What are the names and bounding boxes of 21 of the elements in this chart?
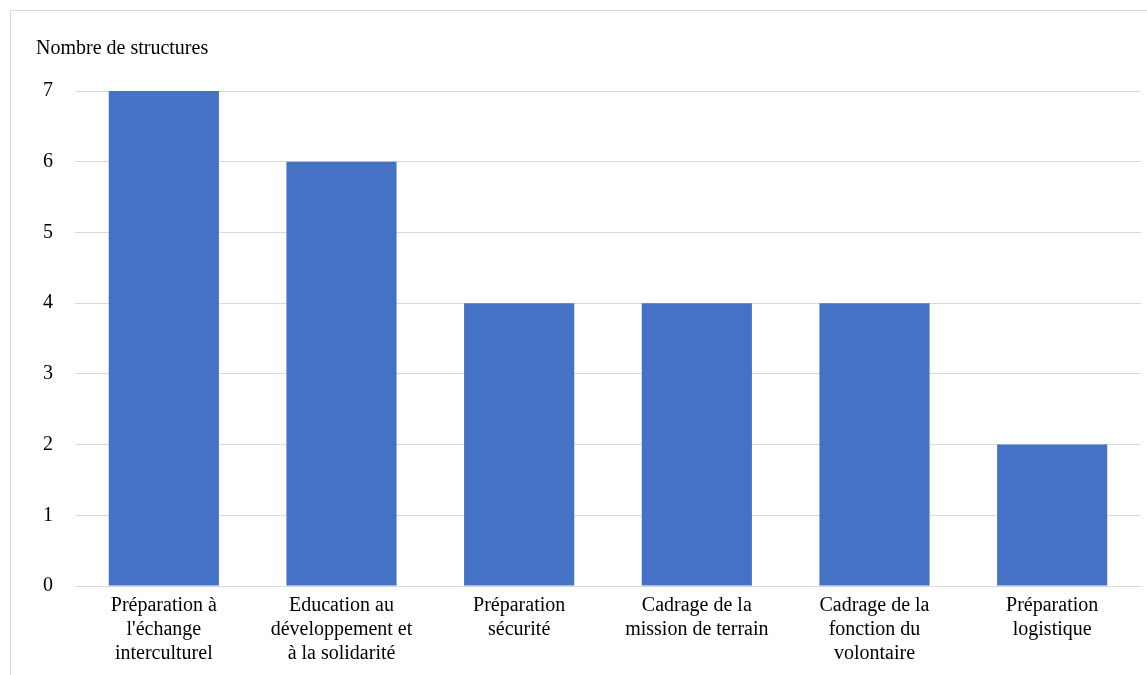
bar xyxy=(464,303,575,586)
bar xyxy=(819,303,930,586)
x-tick-label: Préparation logistique xyxy=(1006,593,1099,641)
y-axis-title: Nombre de structures xyxy=(36,36,209,59)
x-tick-label: Cadrage de la mission de terrain xyxy=(625,593,769,640)
bar xyxy=(108,91,219,586)
y-tick-label: 1 xyxy=(43,502,53,525)
x-tick-label: Préparation à l'échange interculturel xyxy=(110,593,217,664)
bar xyxy=(286,161,397,586)
y-tick-label: 7 xyxy=(43,78,53,101)
x-tick-label: Cadrage de la fonction du volontaire xyxy=(819,593,930,664)
bar xyxy=(641,303,752,586)
x-tick-label: Education au développement et à la solidarité xyxy=(270,593,413,664)
y-tick-label: 6 xyxy=(43,148,53,171)
y-tick-label: 4 xyxy=(43,290,53,313)
y-tick-label: 0 xyxy=(43,573,53,596)
bar xyxy=(997,444,1108,586)
y-tick-label: 5 xyxy=(43,219,53,242)
y-tick-label: 3 xyxy=(43,361,53,384)
x-tick-label: Préparation sécurité xyxy=(473,593,566,640)
y-tick-label: 2 xyxy=(43,431,53,454)
